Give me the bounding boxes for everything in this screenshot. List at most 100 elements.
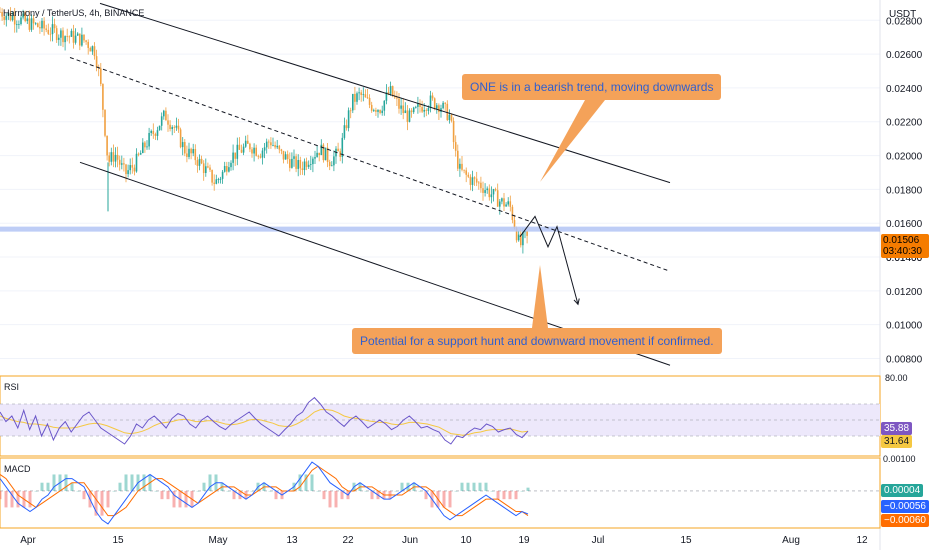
support-hunt-annotation: Potential for a support hunt and downwar… xyxy=(352,328,722,354)
candle-body xyxy=(391,86,394,97)
candle-body xyxy=(137,153,140,155)
time-tick-label: May xyxy=(209,535,228,546)
rsi-label: RSI xyxy=(4,382,19,392)
candle-body xyxy=(188,148,190,157)
upper-channel-line xyxy=(99,2,671,184)
candle-body xyxy=(238,144,241,150)
macd-histogram-bar xyxy=(40,482,44,491)
macd-histogram-bar xyxy=(4,490,8,508)
macd-histogram-bar xyxy=(496,490,500,500)
candle-body xyxy=(408,110,411,122)
current-price-value: 0.01506 xyxy=(883,235,920,246)
candle-body xyxy=(5,15,8,20)
candle-body xyxy=(381,110,383,113)
candle-body xyxy=(234,152,236,159)
candle-body xyxy=(20,17,22,25)
candle-body xyxy=(438,105,440,113)
candle-body xyxy=(104,109,106,136)
macd-signal-line xyxy=(0,465,529,517)
macd-histogram-bar xyxy=(64,474,68,491)
candle-body xyxy=(272,145,274,146)
candle-body xyxy=(331,165,333,167)
candle-body xyxy=(284,154,287,160)
candle-body xyxy=(373,110,375,111)
candle-body xyxy=(366,97,369,99)
candle-body xyxy=(429,95,432,109)
macd-histogram-bar xyxy=(478,482,482,491)
candle-body xyxy=(305,161,308,167)
candle-body xyxy=(492,189,495,195)
candle-body xyxy=(310,164,312,165)
candle-body xyxy=(251,149,253,154)
candle-body xyxy=(503,198,505,207)
candle-body xyxy=(66,36,68,37)
candle-body xyxy=(127,170,129,175)
candle-body xyxy=(454,142,457,151)
candle-body xyxy=(217,179,220,180)
candle-body xyxy=(364,94,367,98)
macd-histogram-bar xyxy=(484,482,488,491)
candle-body xyxy=(142,142,144,153)
rsi-ma-value-tag: 31.64 xyxy=(881,435,913,448)
macd-histogram-bar xyxy=(394,490,398,492)
time-tick-label: Apr xyxy=(20,535,36,546)
candle-body xyxy=(72,30,75,43)
time-tick-label: Jun xyxy=(402,535,418,546)
candle-body xyxy=(276,145,278,148)
candle-body xyxy=(375,110,377,112)
candle-body xyxy=(312,158,314,165)
candle-body xyxy=(74,35,77,43)
candle-body xyxy=(114,154,117,162)
candle-body xyxy=(244,140,247,147)
candle-body xyxy=(60,30,62,38)
macd-histogram-bar xyxy=(52,474,56,491)
candle-body xyxy=(415,106,417,108)
candle-body xyxy=(177,125,180,130)
candle-body xyxy=(427,108,430,111)
candle-body xyxy=(87,41,89,48)
candle-body xyxy=(68,36,71,38)
candle-body xyxy=(181,142,184,148)
candle-body xyxy=(135,153,138,172)
candle-body xyxy=(318,152,320,156)
macd-histogram-bar xyxy=(106,490,110,508)
macd-histogram-bar xyxy=(274,490,278,500)
candle-body xyxy=(11,15,14,21)
candle-body xyxy=(22,13,24,18)
candle-body xyxy=(402,105,404,114)
candle-body xyxy=(410,110,413,113)
macd-histogram-bar xyxy=(232,490,236,500)
candle-body xyxy=(158,125,161,131)
price-tick-label: 0.02200 xyxy=(886,118,923,129)
time-axis-labels: Apr 15 May 13 22 Jun 10 19 Jul 15 Aug 12 xyxy=(20,535,868,546)
candle-body xyxy=(253,147,255,154)
candle-body xyxy=(480,182,482,189)
candle-body xyxy=(198,158,201,166)
candle-body xyxy=(55,28,58,40)
candle-body xyxy=(205,166,207,174)
candle-body xyxy=(3,16,5,20)
macd-histogram-bar xyxy=(460,482,464,491)
candle-body xyxy=(328,161,331,167)
candle-body xyxy=(484,190,486,193)
candle-body xyxy=(83,34,85,41)
candle-body xyxy=(356,93,358,102)
candle-body xyxy=(289,159,291,168)
candle-body xyxy=(232,152,234,163)
macd-histogram-bar xyxy=(124,474,128,491)
candle-body xyxy=(320,144,323,156)
candle-body xyxy=(299,160,302,169)
signal-line-tag: −0.00060 xyxy=(881,514,929,527)
candle-body xyxy=(261,150,264,158)
candle-body xyxy=(207,166,209,168)
candle-body xyxy=(379,109,381,113)
macd-histogram-bar xyxy=(370,490,374,500)
candle-body xyxy=(64,36,66,43)
candle-body xyxy=(236,144,239,159)
macd-histogram-bar xyxy=(328,490,332,508)
candle-body xyxy=(125,164,127,175)
macd-histogram-bar xyxy=(520,490,524,492)
candle-body xyxy=(490,194,493,198)
candle-body xyxy=(463,169,465,171)
macd-histogram-bar xyxy=(172,490,176,508)
